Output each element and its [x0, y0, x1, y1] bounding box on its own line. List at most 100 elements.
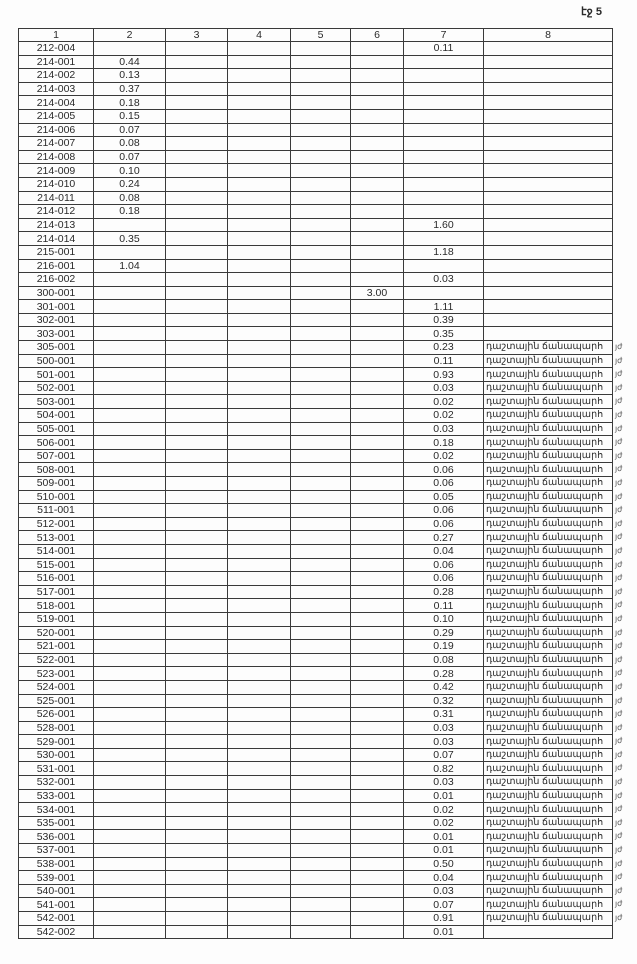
land-type-cell: դաշտային ճանապարհ յժ: [483, 353, 622, 369]
col7-cell: 0.01: [403, 788, 484, 804]
col4-cell: [227, 679, 291, 695]
col2-cell: [93, 924, 166, 940]
parcel-id-cell: 212-004: [18, 41, 94, 56]
land-type-label: դաշտային ճանապարհ: [486, 749, 604, 761]
col6-cell: [350, 516, 404, 532]
col7-cell: [403, 68, 484, 83]
col4-cell: [227, 897, 291, 912]
col6-cell: [350, 231, 404, 246]
col7-cell: 0.11: [403, 41, 484, 56]
col2-cell: [93, 571, 166, 586]
col7-cell: [403, 204, 484, 219]
col7-cell: 0.18: [403, 435, 484, 450]
col2-cell: [93, 611, 166, 627]
col5-cell: [290, 435, 351, 450]
land-type-cell: [483, 95, 613, 110]
col4-cell: [227, 775, 291, 790]
col5-cell: [290, 394, 351, 410]
parcel-id-cell: 214-013: [18, 217, 94, 233]
col3-cell: [165, 639, 228, 654]
col3-cell: [165, 353, 228, 369]
col7-cell: 0.28: [403, 584, 484, 600]
col6-cell: [350, 394, 404, 410]
land-type-label: դաշտային ճանապարհ: [486, 762, 604, 774]
table-row: 214-003 0.37: [18, 81, 613, 97]
land-type-cell: [483, 299, 613, 314]
col2-cell: [93, 557, 166, 573]
col6-cell: [350, 95, 404, 110]
truncated-margin-text: յժ: [615, 382, 623, 392]
col7-cell: 0.02: [403, 802, 484, 817]
col2-cell: [93, 516, 166, 532]
col6-cell: [350, 843, 404, 858]
col7-cell: 0.02: [403, 408, 484, 423]
col2-cell: [93, 353, 166, 369]
col5-cell: [290, 299, 351, 314]
col7-cell: 0.03: [403, 720, 484, 736]
parcel-id-cell: 525-001: [18, 693, 94, 709]
col3-cell: [165, 598, 228, 613]
land-type-cell: դաշտային ճանապարհ յժ: [483, 530, 622, 545]
truncated-margin-text: յժ: [615, 586, 623, 596]
col2-cell: 0.07: [93, 149, 166, 165]
col6-cell: [350, 747, 404, 763]
table-row: 214-011 0.08: [18, 190, 613, 206]
truncated-margin-text: յժ: [615, 668, 623, 678]
truncated-margin-text: յժ: [615, 437, 623, 447]
land-type-cell: դաշտային ճանապարհ յժ: [483, 652, 622, 668]
col4-cell: [227, 639, 291, 654]
col5-cell: [290, 543, 351, 559]
col3-cell: [165, 380, 228, 396]
col6-cell: [350, 924, 404, 940]
table-row: 214-013 1.60: [18, 217, 613, 233]
parcel-id-cell: 539-001: [18, 870, 94, 885]
table-row: 302-001 0.39: [18, 312, 613, 328]
col3-cell: [165, 625, 228, 641]
land-type-cell: դաշտային ճանապարհ յժ: [483, 870, 622, 885]
table-row: 531-001 0.82 դաշտային ճանապարհ յժ: [18, 761, 622, 777]
col6-cell: [350, 666, 404, 681]
col3-cell: [165, 543, 228, 559]
col5-cell: [290, 747, 351, 763]
table-row: 536-001 0.01 դաշտային ճանապարհ յժ: [18, 829, 622, 845]
table-body: 212-004 0.11 214-001 0.44 214-002 0.13 214-003…: [18, 41, 622, 940]
land-type-cell: [483, 204, 613, 219]
col6-cell: [350, 734, 404, 749]
land-type-cell: դաշտային ճանապարհ յժ: [483, 394, 622, 410]
land-type-cell: դաշտային ճանապարհ յժ: [483, 897, 622, 912]
land-type-cell: դաշտային ճանապարհ յժ: [483, 625, 622, 641]
col4-cell: [227, 693, 291, 709]
table-row: 216-001 1.04: [18, 258, 613, 274]
parcel-id-cell: 534-001: [18, 802, 94, 817]
table-row: 214-010 0.24: [18, 176, 613, 192]
column-header: 2: [93, 28, 166, 42]
parcel-id-cell: 538-001: [18, 856, 94, 872]
col6-cell: [350, 639, 404, 654]
parcel-id-cell: 214-012: [18, 204, 94, 219]
table-row: 514-001 0.04 դաշտային ճանապարհ յժ: [18, 543, 622, 559]
land-type-cell: [483, 272, 613, 287]
col3-cell: [165, 693, 228, 709]
col6-cell: [350, 217, 404, 233]
truncated-margin-text: յժ: [615, 872, 623, 882]
col7-cell: 0.10: [403, 611, 484, 627]
col7-cell: [403, 54, 484, 70]
land-type-cell: դաշտային ճանապարհ յժ: [483, 761, 622, 777]
col2-cell: [93, 761, 166, 777]
col5-cell: [290, 584, 351, 600]
col7-cell: 0.19: [403, 639, 484, 654]
col4-cell: [227, 530, 291, 545]
truncated-margin-text: յժ: [615, 613, 623, 623]
land-type-label: դաշտային ճանապարհ: [486, 382, 604, 394]
land-type-cell: [483, 258, 613, 274]
col6-cell: [350, 543, 404, 559]
table-row: 518-001 0.11 դաշտային ճանապարհ յժ: [18, 598, 622, 613]
col2-cell: [93, 598, 166, 613]
col2-cell: [93, 856, 166, 872]
col4-cell: [227, 299, 291, 314]
col5-cell: [290, 448, 351, 464]
parcel-id-cell: 214-009: [18, 163, 94, 178]
col5-cell: [290, 476, 351, 491]
land-type-cell: [483, 231, 613, 246]
col7-cell: 0.27: [403, 530, 484, 545]
